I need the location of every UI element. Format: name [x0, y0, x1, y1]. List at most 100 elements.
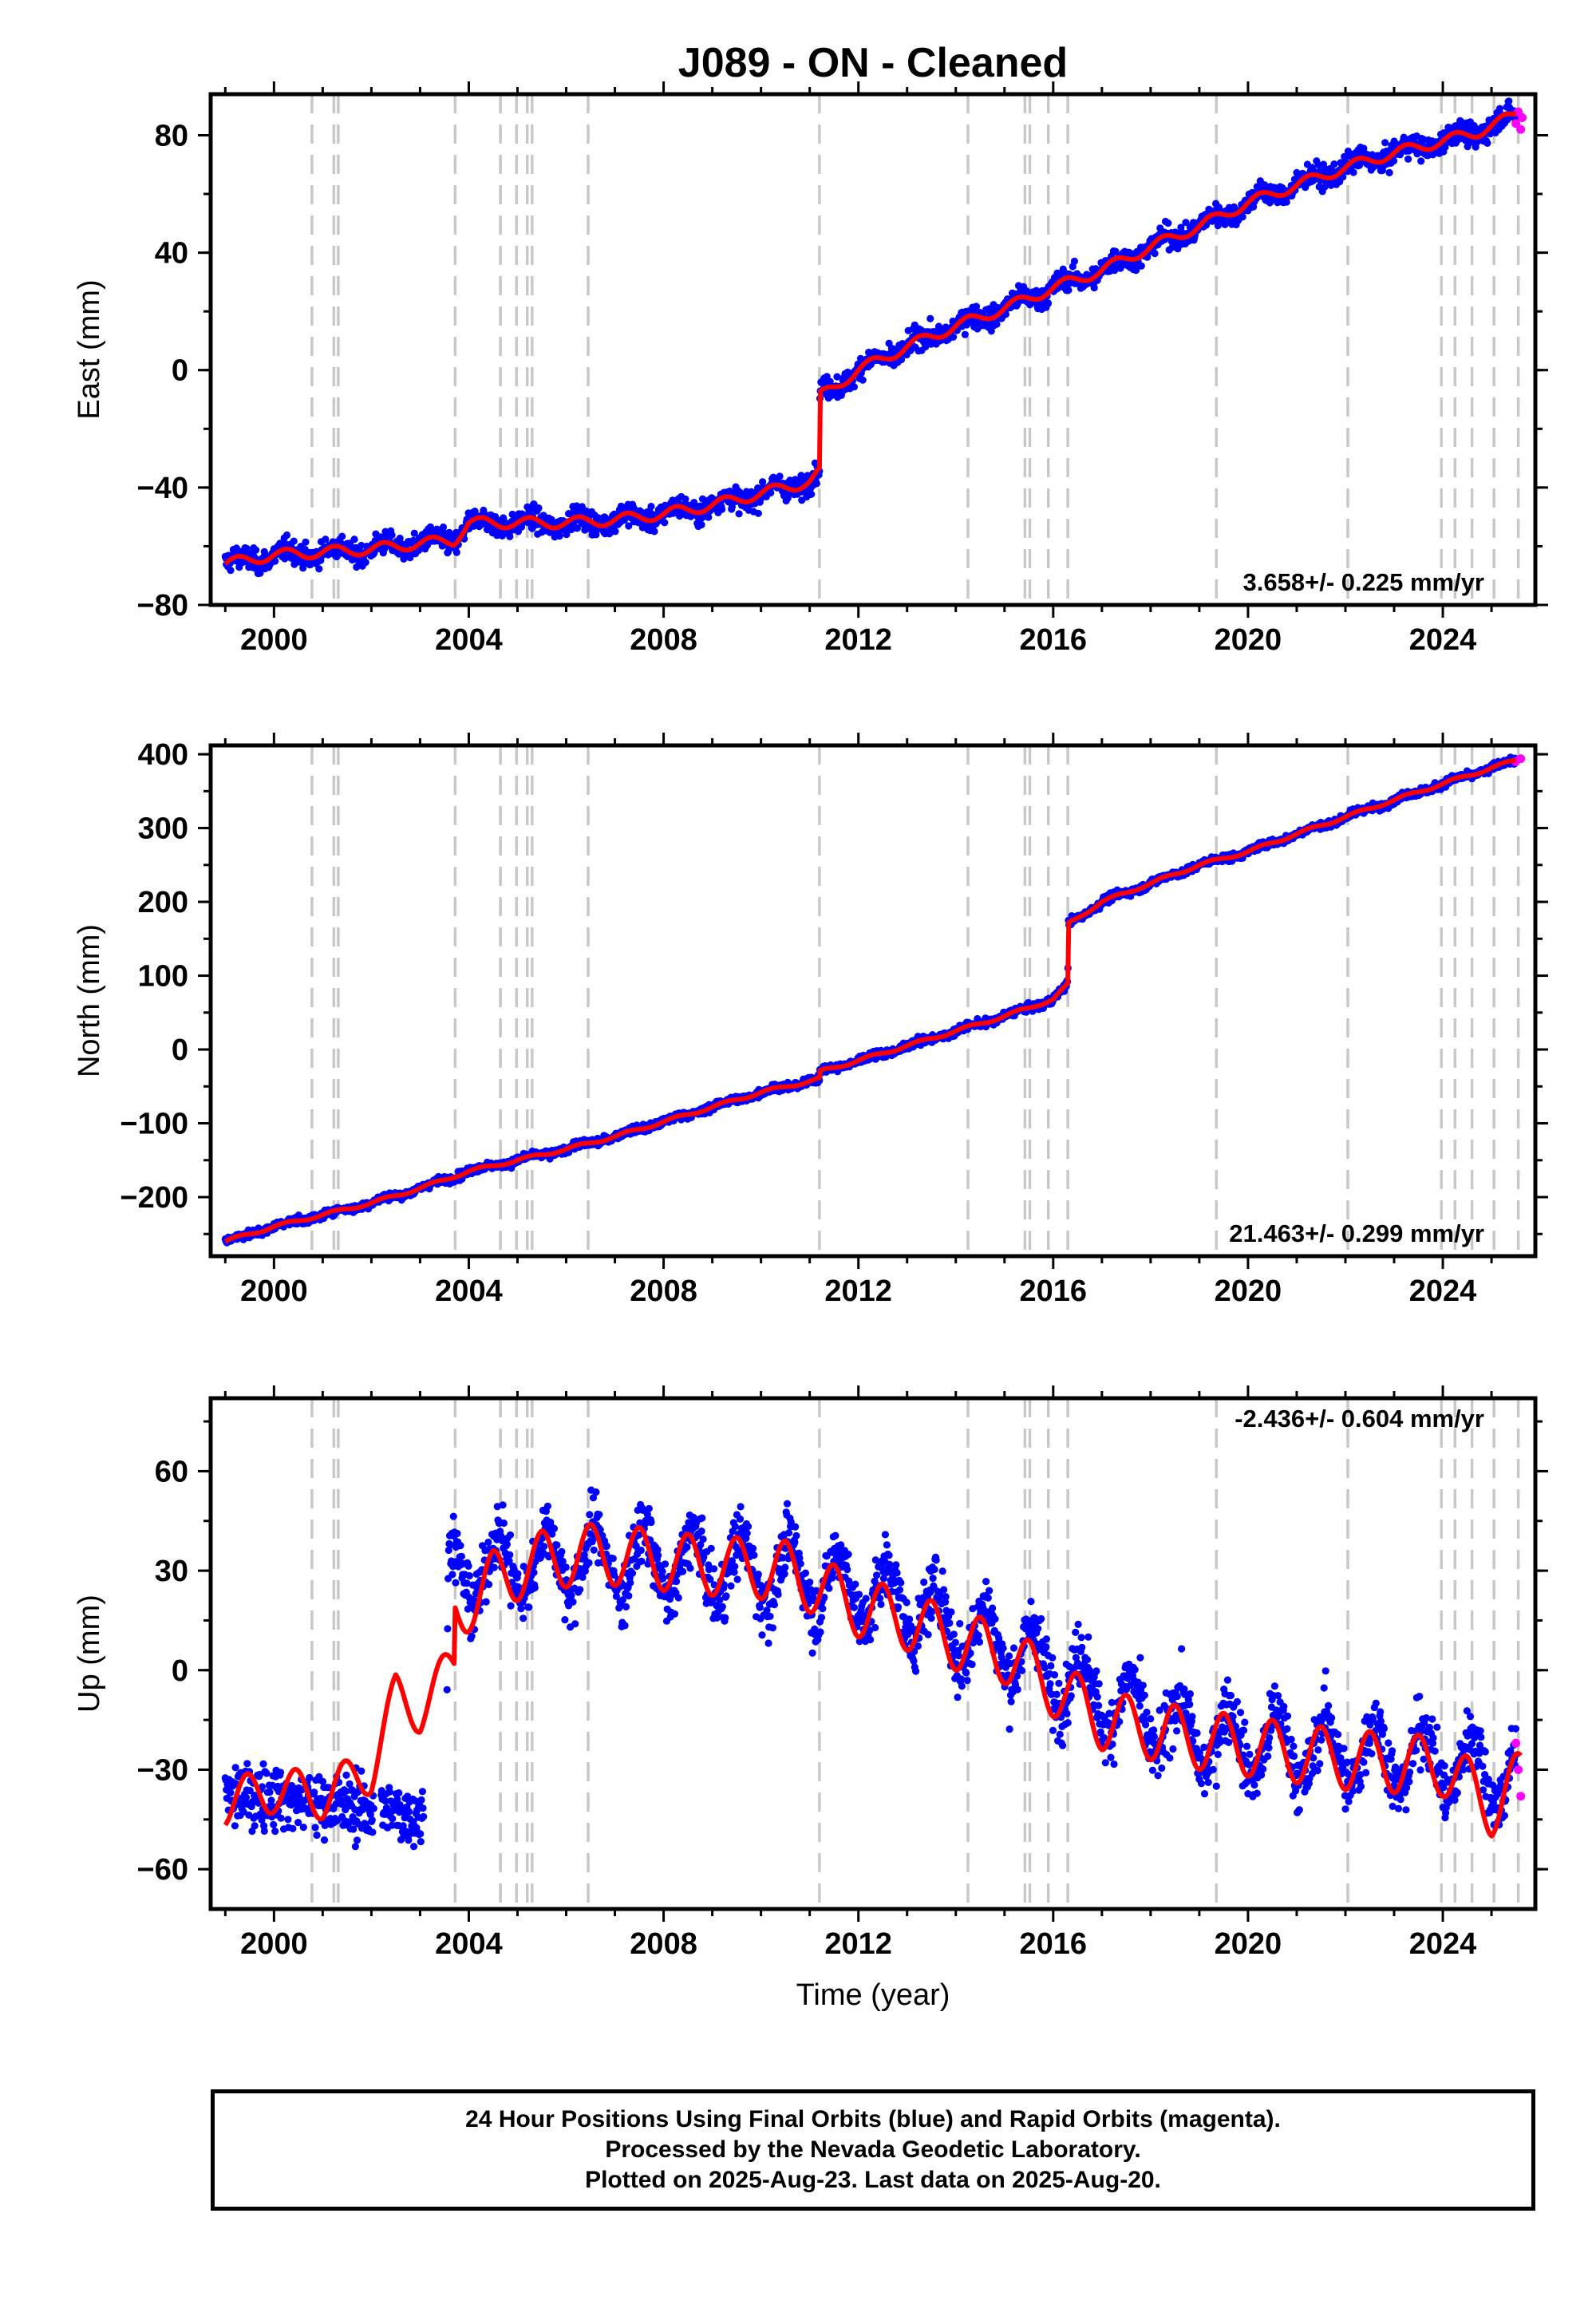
- y-tick-label: 0: [172, 354, 188, 388]
- x-tick-label: 2012: [824, 623, 892, 657]
- final-orbit-points: [221, 97, 1520, 578]
- rapid-orbit-points: [1511, 107, 1527, 134]
- plot-area: [221, 94, 1527, 605]
- final-orbit-point: [681, 495, 689, 504]
- final-orbit-point: [808, 490, 816, 498]
- y-tick-label: 80: [155, 119, 188, 152]
- chart-panels: 2000 2004 2008 2012 2016 2020 2024 −80 −40 0 40 80 E…: [73, 81, 1548, 1961]
- rapid-orbit-point: [1516, 124, 1526, 134]
- final-orbit-point: [410, 529, 418, 537]
- final-orbit-point: [1404, 155, 1412, 163]
- final-orbit-point: [833, 373, 841, 381]
- final-orbit-point: [271, 557, 279, 565]
- final-orbit-point: [1330, 160, 1338, 168]
- final-orbit-point: [859, 376, 867, 384]
- final-orbit-point: [698, 495, 707, 503]
- final-orbit-point: [1065, 286, 1073, 294]
- panel-0: 2000 2004 2008 2012 2016 2020 2024 −80 −40 0 40 80 E…: [73, 81, 1548, 657]
- final-orbit-point: [581, 526, 589, 534]
- final-orbit-point: [950, 333, 958, 341]
- final-orbit-point: [850, 383, 858, 391]
- final-orbit-point: [506, 532, 514, 541]
- rapid-orbit-point: [1511, 119, 1521, 128]
- final-orbit-point: [361, 558, 369, 567]
- final-orbit-point: [322, 536, 330, 543]
- final-orbit-point: [555, 532, 563, 540]
- x-tick-label: 2008: [630, 623, 697, 657]
- x-tick-label: 2016: [1020, 623, 1088, 657]
- final-orbit-point: [302, 538, 310, 546]
- final-orbit-point: [1044, 299, 1053, 307]
- x-tick-label: 2020: [1215, 623, 1282, 657]
- final-orbit-point: [1349, 168, 1357, 176]
- final-orbit-point: [776, 472, 784, 480]
- final-orbit-point: [338, 532, 346, 540]
- panel-frame: [208, 92, 1538, 607]
- final-orbit-point: [650, 528, 658, 536]
- final-orbit-point: [1389, 157, 1398, 165]
- final-orbit-point: [445, 528, 453, 536]
- rapid-orbit-point: [1518, 113, 1527, 122]
- final-orbit-point: [350, 536, 358, 543]
- final-orbit-point: [611, 528, 619, 536]
- final-orbit-point: [1238, 213, 1246, 221]
- final-orbit-point: [573, 524, 582, 532]
- final-orbit-point: [661, 519, 669, 527]
- final-orbit-point: [1070, 257, 1078, 265]
- final-orbit-points: [221, 753, 1520, 1247]
- final-orbit-point: [1381, 139, 1389, 147]
- final-orbit-point: [243, 544, 251, 553]
- final-orbit-point: [439, 523, 448, 532]
- final-orbit-point: [718, 505, 726, 513]
- final-orbit-point: [1505, 97, 1513, 105]
- final-orbit-point: [1483, 139, 1491, 147]
- final-orbit-point: [256, 569, 264, 577]
- rate-label: 3.658+/- 0.225 mm/yr: [1243, 568, 1484, 596]
- final-orbit-point: [1417, 157, 1425, 165]
- final-orbit-point: [754, 509, 762, 517]
- y-tick-label: −80: [137, 589, 188, 622]
- final-orbit-point: [993, 320, 1001, 328]
- final-orbit-point: [987, 327, 995, 335]
- final-orbit-point: [697, 520, 705, 529]
- panel-1: 2000 2004 2008 2012 2016 2020 2024−200−1000100…: [73, 733, 1548, 1308]
- final-orbit-point: [227, 567, 235, 575]
- x-tick-label: 2000: [240, 623, 308, 657]
- final-orbit-point: [1090, 284, 1098, 292]
- final-orbit-point: [592, 531, 600, 539]
- final-orbit-point: [452, 548, 460, 556]
- final-orbit-point: [926, 314, 934, 322]
- final-orbit-point: [735, 510, 743, 518]
- final-orbit-point: [1137, 262, 1145, 270]
- x-tick-label: 2004: [435, 623, 503, 657]
- y-tick-label: −40: [137, 472, 188, 505]
- y-axis-title: East (mm): [73, 279, 106, 419]
- final-orbit-point: [1282, 198, 1290, 206]
- final-orbit-point: [897, 356, 906, 364]
- final-orbit-point: [784, 494, 792, 502]
- final-orbit-point: [315, 565, 323, 573]
- final-orbit-point: [812, 480, 820, 488]
- final-orbit-point: [705, 513, 713, 521]
- final-orbit-point: [535, 504, 543, 512]
- final-orbit-point: [1182, 219, 1190, 227]
- x-tick-label: 2024: [1409, 623, 1477, 657]
- final-orbit-point: [767, 488, 775, 497]
- final-orbit-point: [1214, 222, 1222, 230]
- final-orbit-point: [647, 503, 655, 511]
- final-orbit-point: [1321, 183, 1329, 191]
- final-orbit-point: [972, 302, 981, 310]
- final-orbit-point: [1151, 250, 1159, 258]
- final-orbit-point: [290, 537, 298, 545]
- final-orbit-point: [1001, 310, 1009, 318]
- final-orbit-point: [252, 546, 260, 554]
- model-fit-line: [223, 111, 1518, 566]
- final-orbit-point: [1385, 168, 1393, 176]
- final-orbit-point: [625, 522, 633, 530]
- y-tick-label: 40: [155, 237, 188, 271]
- final-orbit-point: [961, 330, 969, 338]
- final-orbit-point: [1164, 219, 1172, 227]
- final-orbit-point: [388, 531, 396, 539]
- final-orbit-point: [282, 531, 291, 539]
